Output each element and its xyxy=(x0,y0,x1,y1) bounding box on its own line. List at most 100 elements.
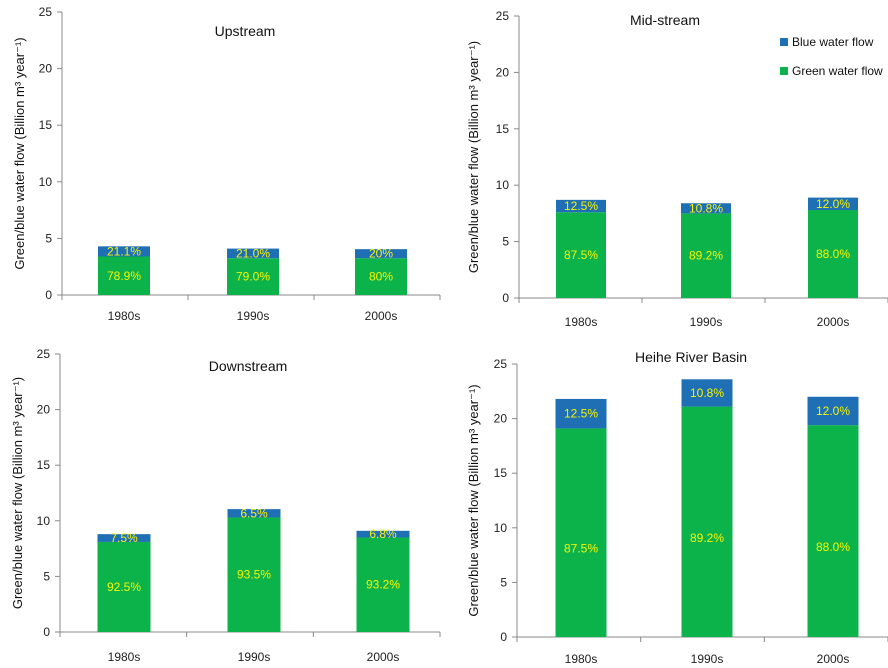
x-tick-label: 2000s xyxy=(365,309,398,323)
y-tick-label: 0 xyxy=(502,291,509,305)
bar-blue-1980s xyxy=(97,534,151,542)
y-tick-label: 25 xyxy=(496,9,510,23)
bar-blue-2000s xyxy=(356,530,410,538)
y-axis-label: Green/blue water flow (Billion m³ year⁻¹… xyxy=(10,377,25,609)
y-tick-label: 20 xyxy=(39,62,53,76)
panel-mid-stream: 0 5 10 15 20 25 1980s 1990s 2000s Green/blue wate… xyxy=(466,9,888,329)
y-tick-label: 10 xyxy=(39,175,53,189)
chart-title: Mid-stream xyxy=(630,12,700,28)
y-tick-label: 0 xyxy=(500,630,507,644)
bar-blue-1990s xyxy=(227,248,279,259)
bar-green-1980s xyxy=(97,541,151,632)
data-label-blue: 6.5% xyxy=(240,506,268,520)
data-label-green: 79.0% xyxy=(236,270,270,284)
bar-green-1990s xyxy=(681,406,733,637)
x-tick-label: 1990s xyxy=(691,652,724,666)
bar-green-2000s xyxy=(356,537,410,632)
data-label-blue: 6.8% xyxy=(369,527,397,541)
data-label-green: 88.0% xyxy=(816,540,850,554)
data-label-blue: 12.0% xyxy=(816,197,850,211)
x-tick-label: 1990s xyxy=(237,309,270,323)
y-tick-label: 0 xyxy=(43,625,50,639)
data-label-blue: 20% xyxy=(369,247,393,261)
x-tick-label: 2000s xyxy=(817,652,850,666)
x-tick-label: 1990s xyxy=(690,315,723,329)
x-tick-label: 1980s xyxy=(565,315,598,329)
y-tick-label: 10 xyxy=(496,178,510,192)
x-tick-label: 2000s xyxy=(367,650,400,664)
data-label-blue: 12.0% xyxy=(816,404,850,418)
y-tick-label: 15 xyxy=(496,122,510,136)
data-label-green: 89.2% xyxy=(690,531,724,545)
y-tick-label: 5 xyxy=(500,575,507,589)
data-label-blue: 7.5% xyxy=(110,531,138,545)
data-label-blue: 12.5% xyxy=(564,199,598,213)
y-tick-label: 10 xyxy=(37,514,51,528)
bar-green-2000s xyxy=(808,210,858,298)
bar-green-1990s xyxy=(227,258,279,295)
bar-blue-1990s xyxy=(681,379,733,407)
y-tick-label: 20 xyxy=(37,403,51,417)
panel-heihe-river-basin: 0 5 10 15 20 25 1980s 1990s 2000s Green/blue wate… xyxy=(466,349,888,666)
y-tick-label: 20 xyxy=(496,65,510,79)
y-tick-label: 15 xyxy=(37,458,51,472)
x-tick-label: 1980s xyxy=(108,650,141,664)
y-axis-label: Green/blue water flow (Billion m³ year⁻¹… xyxy=(12,37,27,269)
y-axis-label: Green/blue water flow (Billion m³ year⁻¹… xyxy=(466,41,481,273)
panel-downstream: 0 5 10 15 20 25 1980s 1990s 2000s Green/blue wate… xyxy=(10,347,441,664)
bar-blue-1980s xyxy=(555,398,607,429)
data-label-green: 87.5% xyxy=(564,248,598,262)
bar-blue-2000s xyxy=(807,396,859,426)
y-tick-label: 10 xyxy=(494,521,508,535)
data-label-green: 93.2% xyxy=(366,578,400,592)
bar-blue-2000s xyxy=(355,249,407,259)
x-tick-label: 1990s xyxy=(238,650,271,664)
chart-title: Heihe River Basin xyxy=(635,349,747,365)
y-tick-label: 20 xyxy=(494,412,508,426)
data-label-green: 80% xyxy=(369,270,393,284)
bar-green-1980s xyxy=(555,428,607,637)
bar-blue-1980s xyxy=(98,246,150,257)
chart-title: Downstream xyxy=(209,358,288,374)
data-label-blue: 21.1% xyxy=(107,244,141,258)
data-label-blue: 10.8% xyxy=(690,386,724,400)
data-label-green: 88.0% xyxy=(816,247,850,261)
data-label-blue: 10.8% xyxy=(689,201,723,215)
y-tick-label: 15 xyxy=(494,466,508,480)
chart-title: Upstream xyxy=(215,23,276,39)
data-label-green: 92.5% xyxy=(107,580,141,594)
y-axis-label: Green/blue water flow (Billion m³ year⁻¹… xyxy=(466,384,481,616)
bar-blue-1980s xyxy=(556,199,606,213)
y-tick-label: 25 xyxy=(37,347,51,361)
bar-blue-2000s xyxy=(808,197,858,211)
legend-swatch-blue xyxy=(780,38,788,46)
data-label-green: 89.2% xyxy=(689,249,723,263)
bar-blue-1990s xyxy=(681,203,731,214)
y-tick-label: 5 xyxy=(43,569,50,583)
data-label-green: 78.9% xyxy=(107,269,141,283)
legend: Blue water flow Green water flow xyxy=(780,35,883,78)
data-label-blue: 12.5% xyxy=(564,407,598,421)
bar-green-1980s xyxy=(98,256,150,295)
y-tick-label: 5 xyxy=(45,231,52,245)
legend-swatch-green xyxy=(780,67,788,75)
bar-green-1990s xyxy=(681,213,731,298)
bar-green-1990s xyxy=(227,517,281,632)
x-tick-label: 2000s xyxy=(817,315,850,329)
y-tick-label: 15 xyxy=(39,118,53,132)
legend-label-green: Green water flow xyxy=(792,64,883,78)
legend-label-blue: Blue water flow xyxy=(792,35,874,49)
bar-blue-1990s xyxy=(227,509,281,518)
bar-green-1980s xyxy=(556,212,606,298)
bar-green-2000s xyxy=(355,258,407,295)
data-label-blue: 21.0% xyxy=(236,246,270,260)
panel-upstream: 0 5 10 15 20 25 1980s 1990s 2000s Green/blue wate… xyxy=(12,5,441,323)
data-label-green: 93.5% xyxy=(237,568,271,582)
y-tick-label: 25 xyxy=(494,357,508,371)
y-tick-label: 0 xyxy=(45,288,52,302)
data-label-green: 87.5% xyxy=(564,542,598,556)
y-tick-label: 5 xyxy=(502,235,509,249)
y-tick-label: 25 xyxy=(39,5,53,19)
x-tick-label: 1980s xyxy=(108,309,141,323)
